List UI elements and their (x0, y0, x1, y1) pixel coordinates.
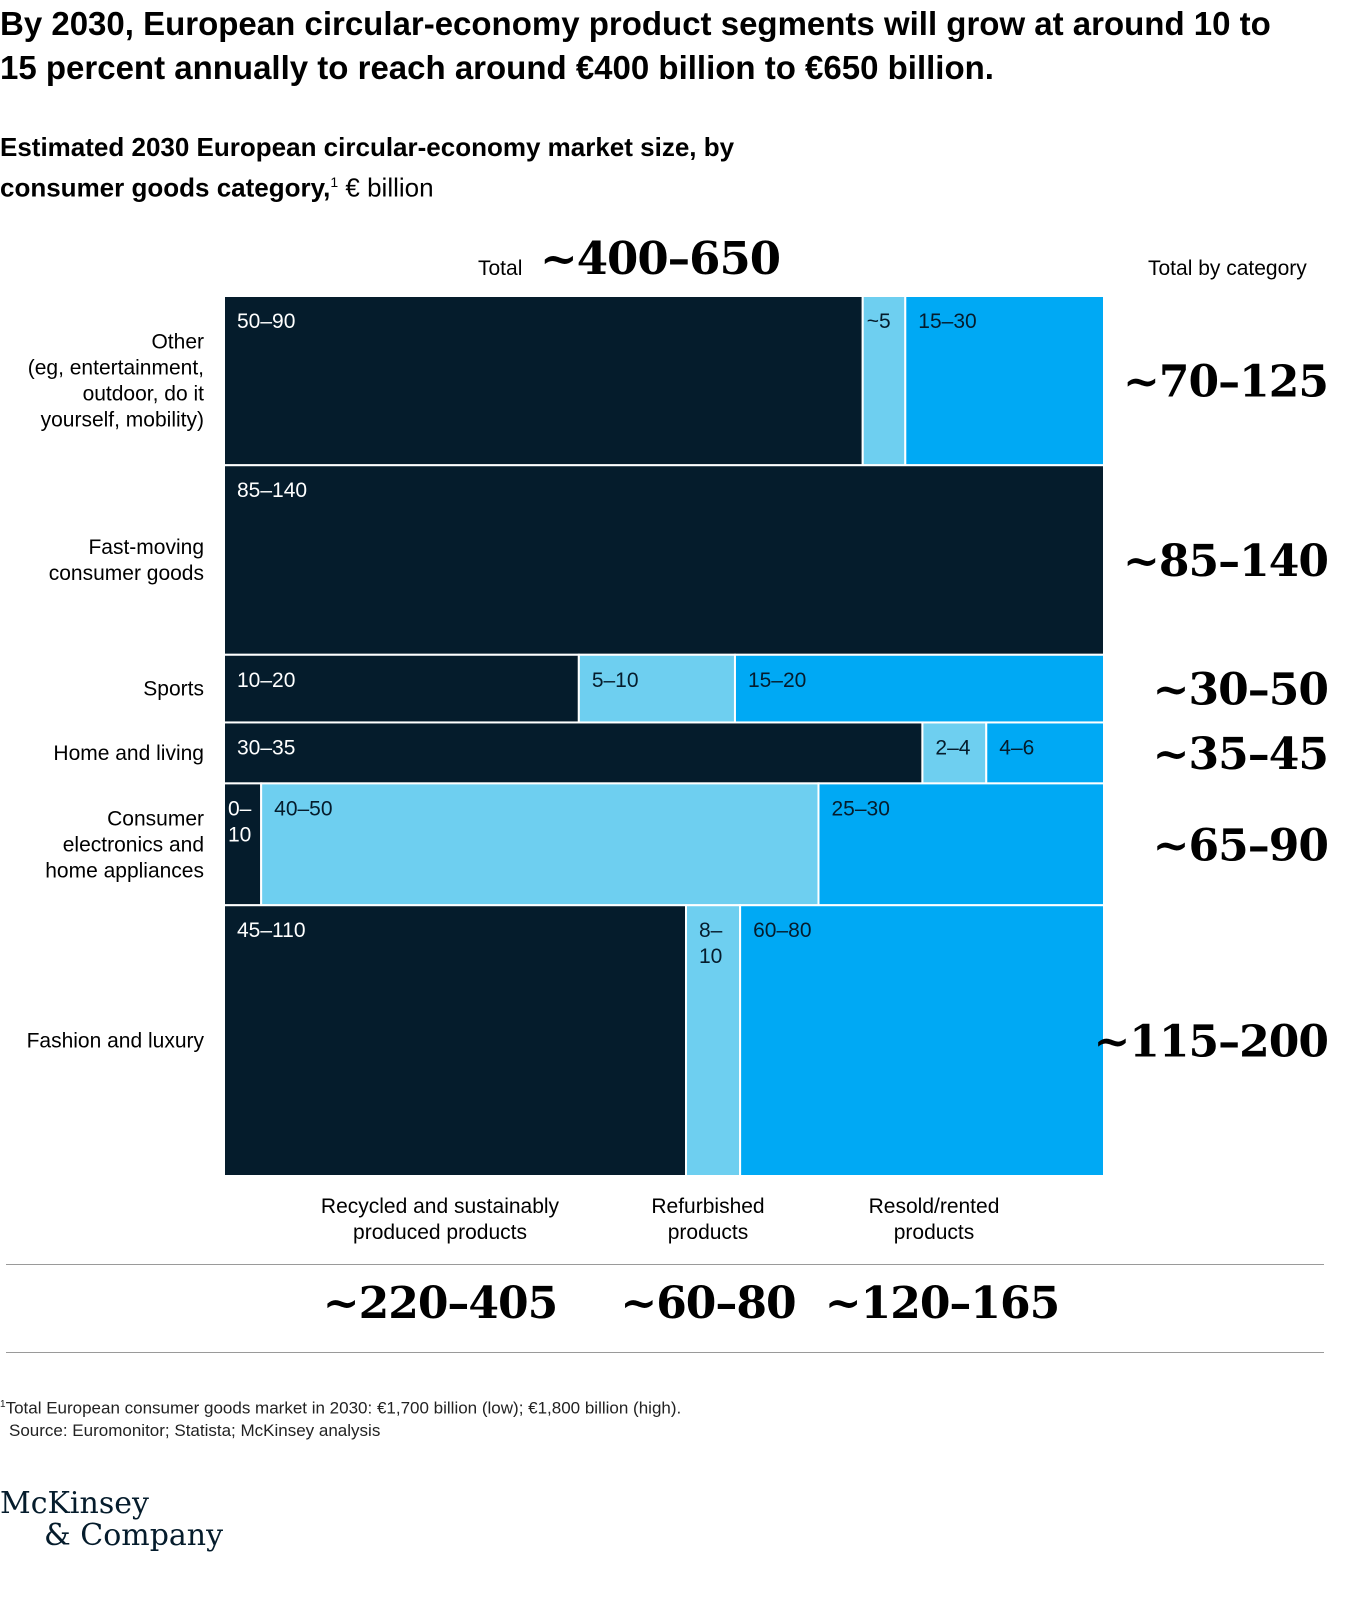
segment: 15–30 (904, 295, 1106, 467)
segment: 25–30 (817, 782, 1105, 907)
category-label: Other (151, 331, 204, 354)
segment: 2–4 (921, 721, 988, 785)
segment-rect (260, 782, 820, 907)
grand-total-label: Total (478, 257, 523, 280)
segment-label: 25–30 (831, 797, 889, 820)
segment: ~5 (861, 295, 907, 467)
segment-label: 10–20 (237, 669, 295, 692)
segment-label: 85–140 (237, 479, 307, 502)
marimekko-chart: 50–90 ~5 15–30 Other (eg, entertainment, outd… (27, 295, 1329, 1177)
category-label: Fashion and luxury (27, 1030, 205, 1053)
divider-top (6, 1264, 1324, 1265)
category-total-header: Total by category (1148, 257, 1307, 280)
segment: 0–10 (223, 782, 263, 907)
category-label: home appliances (45, 859, 204, 882)
footnote-marker: 1 (0, 1399, 6, 1410)
grand-total-value: ~400–650 (540, 232, 781, 285)
segment-rect (223, 464, 1105, 656)
segment-label: 10 (699, 945, 722, 968)
segment-label: ~5 (867, 310, 891, 333)
column-label-resold-line: Resold/rented (868, 1195, 1000, 1218)
category-label: yourself, mobility) (41, 409, 204, 432)
footnote: 1Total European consumer goods market in… (0, 1394, 681, 1442)
category-label: outdoor, do it (83, 383, 205, 406)
segment-label: 40–50 (274, 797, 332, 820)
segment-rect (223, 904, 687, 1177)
segment-label: 60–80 (753, 919, 811, 942)
subtitle-footnote-marker: 1 (330, 174, 339, 190)
chart-subtitle: Estimated 2030 European circular-economy… (0, 130, 840, 206)
chart-title: By 2030, European circular-economy produ… (0, 5, 1271, 86)
category-total: ~35–45 (1153, 729, 1328, 780)
segment-label: 10 (228, 823, 251, 846)
category-total: ~30–50 (1153, 665, 1328, 716)
segment: 8–10 (685, 904, 742, 1177)
segment-rect (861, 295, 907, 467)
segment-rect (733, 653, 1105, 724)
segment-rect (223, 721, 924, 785)
segment-label: 30–35 (237, 736, 295, 759)
column-label-resold: Resold/rented products (784, 1194, 1084, 1246)
segment: 15–20 (733, 653, 1105, 724)
segment-label: 4–6 (999, 736, 1034, 759)
column-label-recycled-line: produced products (353, 1221, 527, 1244)
segment: 5–10 (577, 653, 736, 724)
segment: 60–80 (739, 904, 1105, 1177)
segment: 50–90 (223, 295, 864, 467)
segment-label: 15–20 (748, 669, 806, 692)
segment: 85–140 (223, 464, 1105, 656)
logo-line-1: McKinsey (0, 1486, 149, 1521)
segment-label: 5–10 (592, 669, 639, 692)
column-label-resold-line: products (893, 1221, 975, 1244)
category-label: Home and living (53, 742, 204, 765)
category-label: Sports (143, 678, 204, 701)
segment: 30–35 (223, 721, 924, 785)
subtitle-bold: Estimated 2030 European circular-economy… (0, 132, 735, 203)
column-label-recycled: Recycled and sustainably produced produc… (290, 1194, 590, 1246)
segment-label: 45–110 (237, 919, 306, 942)
segment-label: 50–90 (237, 310, 295, 333)
logo-line-2: & Company (44, 1518, 224, 1553)
column-label-refurbished-line: Refurbished (651, 1195, 765, 1218)
segment-label: 2–4 (935, 736, 970, 759)
category-total: ~85–140 (1123, 536, 1328, 587)
segment: 45–110 (223, 904, 687, 1177)
segment-rect (985, 721, 1106, 785)
source-line: Source: Euromonitor; Statista; McKinsey … (9, 1420, 381, 1440)
segment-rect (223, 653, 580, 724)
column-label-refurbished: Refurbished products (558, 1194, 858, 1246)
segment: 4–6 (985, 721, 1106, 785)
mckinsey-logo: McKinsey & Company (0, 1488, 223, 1552)
segment-label: 15–30 (918, 310, 976, 333)
category-label: Consumer (107, 807, 204, 830)
column-label-refurbished-line: products (667, 1221, 749, 1244)
footnote-line: 1Total European consumer goods market in… (0, 1394, 681, 1420)
segment: 10–20 (223, 653, 580, 724)
category-label: (eg, entertainment, (28, 357, 204, 380)
column-total-resold: ~120–165 (824, 1278, 1061, 1329)
category-total: ~115–200 (1093, 1017, 1328, 1068)
footnote-text: Total European consumer goods market in … (5, 1398, 682, 1418)
segment-rect (817, 782, 1105, 907)
category-label: Fast-moving (88, 536, 204, 559)
category-total: ~65–90 (1153, 820, 1328, 871)
column-total-refurbished: ~60–80 (620, 1278, 796, 1329)
column-label-recycled-line: Recycled and sustainably (320, 1195, 560, 1218)
divider-bottom (6, 1352, 1324, 1353)
segment-label: 8– (699, 919, 723, 942)
segment-label: 0– (228, 797, 252, 820)
category-total: ~70–125 (1123, 357, 1328, 408)
column-total-recycled: ~220–405 (322, 1278, 559, 1329)
segment-rect (739, 904, 1105, 1177)
segment-rect (223, 295, 864, 467)
segment: 40–50 (260, 782, 820, 907)
subtitle-unit: € billion (345, 172, 434, 203)
category-label: electronics and (63, 833, 204, 856)
category-label: consumer goods (49, 562, 204, 585)
